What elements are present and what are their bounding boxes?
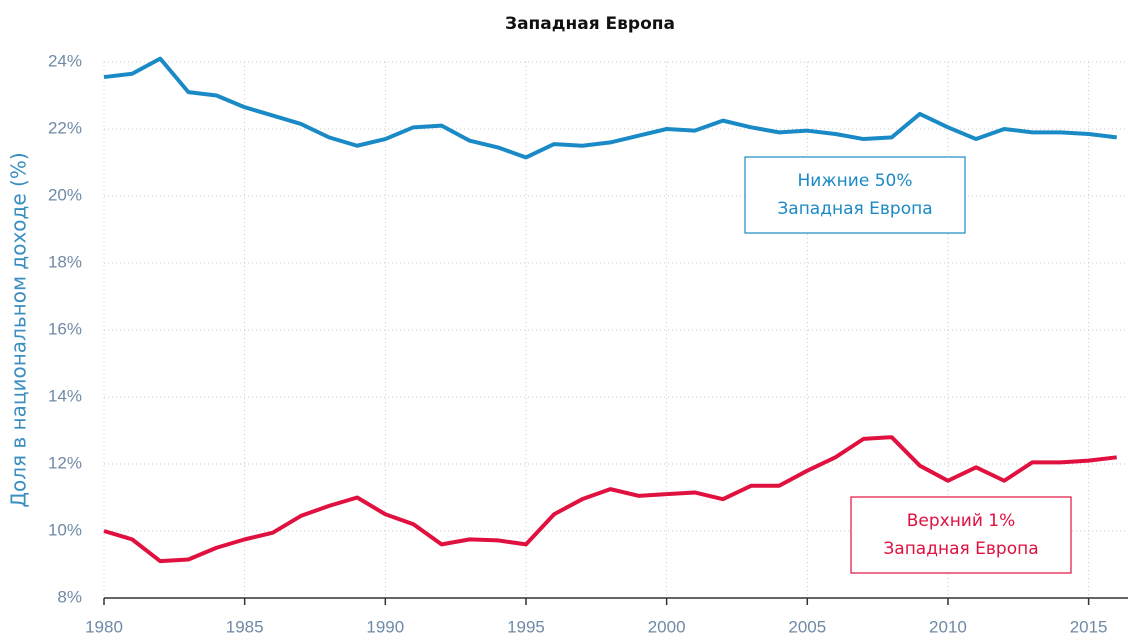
x-tick-label: 1995 bbox=[507, 617, 545, 636]
chart-title: Западная Европа bbox=[505, 14, 675, 34]
x-tick-label: 2010 bbox=[929, 617, 967, 636]
y-tick-label: 12% bbox=[48, 453, 82, 472]
annotation-text: Западная Европа bbox=[777, 199, 932, 219]
y-axis-label: Доля в национальном доходе (%) bbox=[7, 152, 31, 507]
annotation-box bbox=[850, 496, 1072, 574]
x-tick-label: 1980 bbox=[85, 617, 123, 636]
annotation-box bbox=[744, 156, 966, 234]
line bbox=[103, 56, 1117, 160]
x-tick-label: 2015 bbox=[1070, 617, 1108, 636]
x-tick-label: 2000 bbox=[648, 617, 686, 636]
x-tick-label: 2005 bbox=[788, 617, 826, 636]
y-tick-label: 22% bbox=[48, 118, 82, 137]
y-tick-label: 24% bbox=[48, 51, 82, 70]
annotation-text: Верхний 1% bbox=[907, 511, 1016, 531]
y-tick-label: 14% bbox=[48, 386, 82, 405]
y-tick-label: 16% bbox=[48, 319, 82, 338]
y-tick-label: 8% bbox=[57, 587, 82, 606]
y-tick-label: 20% bbox=[48, 185, 82, 204]
y-tick-label: 10% bbox=[48, 520, 82, 539]
y-tick-label: 18% bbox=[48, 252, 82, 271]
annotation-text: Западная Европа bbox=[883, 539, 1038, 559]
annotation-text: Нижние 50% bbox=[798, 171, 913, 191]
x-tick-label: 1985 bbox=[226, 617, 264, 636]
x-tick-label: 1990 bbox=[366, 617, 404, 636]
line bbox=[103, 435, 1117, 564]
